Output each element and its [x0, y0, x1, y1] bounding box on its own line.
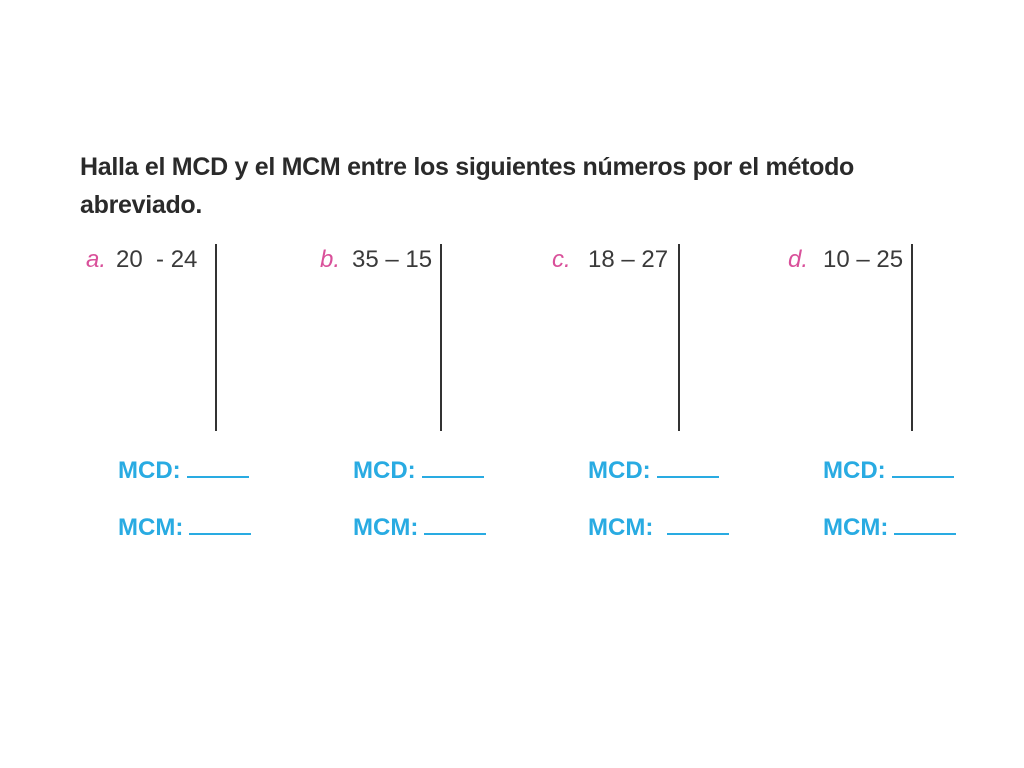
mcm-answer-blank[interactable] [189, 533, 252, 535]
mcd-label: MCD: [588, 457, 651, 484]
mcd-answer-blank[interactable] [421, 476, 484, 478]
mcm-answer-d: MCM: [823, 513, 957, 543]
instruction-text: Halla el MCD y el MCM entre los siguient… [80, 153, 855, 219]
mcm-answer-blank[interactable] [894, 533, 957, 535]
mcd-answer-blank[interactable] [656, 476, 719, 478]
mcm-label: MCM: [823, 514, 889, 541]
exercise-numbers: 35 – 15 [352, 246, 433, 273]
exercise-numbers: 18 – 27 [588, 246, 669, 273]
division-line [215, 244, 217, 431]
mcd-answer-b: MCD: [353, 456, 484, 486]
mcd-answer-blank[interactable] [186, 476, 249, 478]
division-line [678, 244, 680, 431]
mcm-answer-blank[interactable] [424, 533, 487, 535]
mcd-answer-c: MCD: [588, 456, 719, 486]
exercise-numbers: 10 – 25 [823, 246, 904, 273]
division-line [911, 244, 913, 431]
mcm-answer-b: MCM: [353, 513, 487, 543]
mcm-label: MCM: [118, 514, 184, 541]
mcd-label: MCD: [353, 457, 416, 484]
exercise-letter: a. [86, 246, 107, 273]
mcd-answer-blank[interactable] [891, 476, 954, 478]
mcm-label: MCM: [588, 514, 654, 541]
division-line [440, 244, 442, 431]
exercise-letter: c. [552, 246, 571, 273]
mcm-answer-blank[interactable] [667, 533, 730, 535]
mcd-answer-d: MCD: [823, 456, 954, 486]
exercise-letter: b. [320, 246, 341, 273]
mcd-answer-a: MCD: [118, 456, 249, 486]
mcm-answer-a: MCM: [118, 513, 252, 543]
mcd-label: MCD: [118, 457, 181, 484]
exercise-letter: d. [788, 246, 809, 273]
mcm-label: MCM: [353, 514, 419, 541]
exercise-numbers: 20 - 24 [116, 246, 198, 273]
mcd-label: MCD: [823, 457, 886, 484]
mcm-answer-c: MCM: [588, 513, 730, 543]
